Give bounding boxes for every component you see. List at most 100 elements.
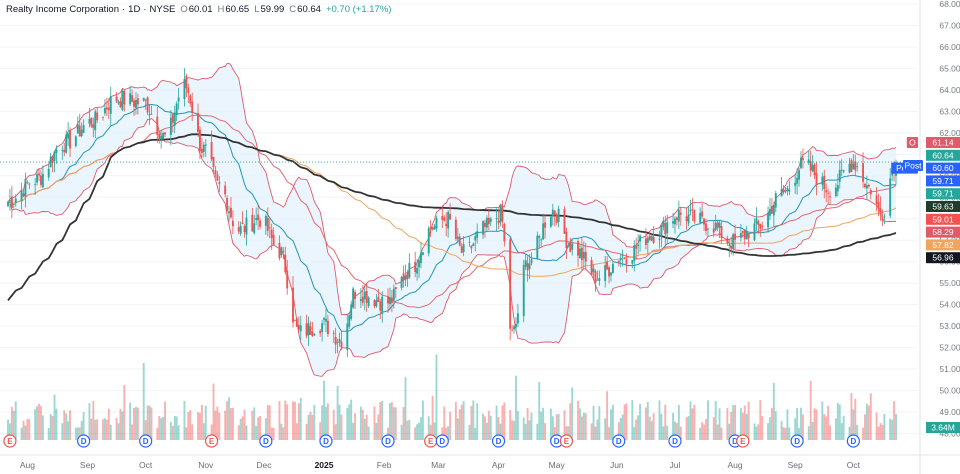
volume-bar [373, 406, 376, 440]
volume-bar [677, 404, 680, 440]
candle [774, 190, 777, 213]
dividend-marker: D [612, 434, 626, 448]
candle [621, 249, 624, 267]
candle [862, 152, 864, 188]
volume-bar [637, 415, 640, 440]
volume-bar [224, 410, 227, 440]
candle [187, 83, 190, 104]
candle [577, 239, 579, 267]
candle [164, 132, 166, 137]
price-badge: 59.63 [926, 201, 960, 212]
volume-bar [325, 406, 327, 440]
candle [224, 181, 227, 198]
volume-bar [840, 423, 843, 440]
open-value: 60.01 [188, 4, 213, 15]
volume-bar [767, 423, 769, 440]
volume-bar [61, 423, 64, 440]
candle [652, 225, 655, 245]
candle [105, 97, 108, 117]
candle [485, 215, 488, 232]
x-tick-label: Oct [847, 460, 861, 470]
volume-bar [631, 400, 634, 440]
volume-bar [53, 394, 56, 440]
volume-bar [123, 385, 126, 440]
svg-text:58.29: 58.29 [932, 227, 954, 237]
candle [28, 182, 31, 190]
volume-bar [129, 402, 132, 440]
candle [689, 199, 692, 216]
candle [148, 104, 151, 125]
volume-bar [197, 412, 199, 440]
volume-bar [365, 414, 368, 440]
volume-bar [49, 414, 52, 440]
candle [644, 228, 647, 250]
candle [524, 254, 527, 271]
volume-bar [462, 401, 465, 440]
close-label: C [289, 4, 297, 15]
candle [408, 253, 411, 279]
volume-bar [774, 411, 777, 440]
volume-bar [596, 419, 599, 440]
volume-bar [202, 423, 205, 440]
candle [121, 88, 124, 112]
candle [877, 193, 880, 217]
volume-bar [528, 420, 531, 440]
volume-bar [270, 427, 273, 440]
volume-bar [836, 403, 839, 440]
volume-bar [387, 427, 389, 440]
volume-bar [825, 416, 828, 440]
candle [800, 151, 802, 170]
volume-bar [611, 404, 614, 440]
volume-bar [807, 426, 810, 440]
candle [821, 172, 824, 191]
bollinger-fill [8, 63, 896, 377]
volume-bar [105, 419, 108, 440]
candle [864, 182, 866, 189]
volume-bar [390, 402, 393, 440]
volume-bar [644, 407, 647, 440]
candle [231, 210, 234, 235]
dividend-marker: D [259, 434, 273, 448]
volume-bar [782, 427, 785, 440]
candle [672, 212, 674, 229]
price-badge: 59.01 [926, 213, 960, 225]
volume-bar [214, 410, 217, 440]
volume-bar [813, 408, 816, 440]
indicator-lines [7, 62, 897, 377]
price-badge: 60.64 [926, 149, 960, 161]
volume-bar [311, 414, 314, 440]
volume-bar [65, 413, 68, 440]
candle [394, 286, 397, 299]
volume-bar [685, 417, 688, 440]
exchange: NYSE [149, 4, 176, 15]
volume-bar [780, 420, 783, 440]
interval[interactable]: 1D [128, 4, 141, 15]
candle [404, 264, 407, 287]
candle [610, 271, 612, 282]
candle [323, 316, 325, 326]
x-tick-label: Sep [788, 460, 803, 470]
volume-bar [191, 424, 194, 440]
volume-bar [865, 403, 868, 440]
volume-bar [522, 417, 525, 440]
volume-bar [280, 423, 283, 440]
volume-bar [893, 401, 896, 440]
volume-bar [210, 424, 213, 440]
symbol-name[interactable]: Realty Income Corporation [6, 4, 119, 15]
candle [88, 107, 91, 128]
candle [230, 197, 232, 219]
volume-bar [259, 416, 261, 440]
volume-bar [482, 413, 484, 440]
candle [103, 98, 106, 116]
candle [183, 68, 186, 107]
candle [177, 88, 180, 110]
candle [637, 234, 640, 255]
candle [794, 174, 797, 194]
volume-bar [119, 408, 122, 440]
volume-bar [625, 403, 628, 440]
volume-bar [571, 387, 574, 440]
volume-bar [633, 427, 636, 440]
volume-bar [363, 418, 366, 440]
volume-bar [801, 414, 804, 440]
